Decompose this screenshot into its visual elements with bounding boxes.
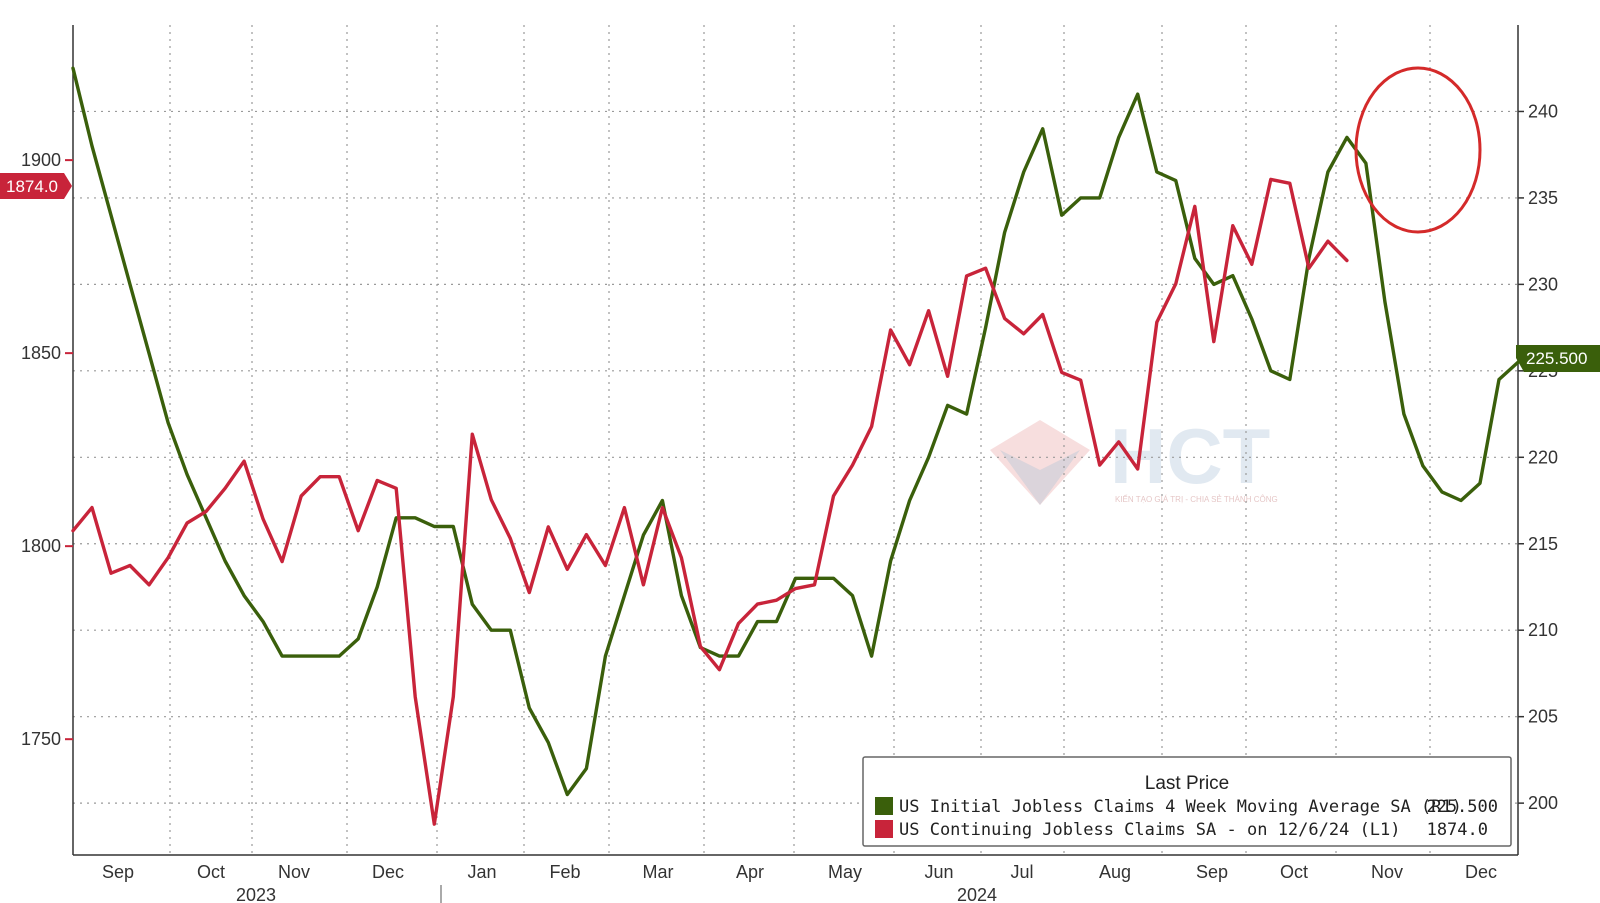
hct-watermark-logo: HCT KIẾN TẠO GIÁ TRỊ - CHIA SẺ THÀNH CÔN… xyxy=(990,412,1278,505)
left-tick-label: 1850 xyxy=(21,343,61,363)
left-tick-label: 1750 xyxy=(21,729,61,749)
right-tick-label: 205 xyxy=(1528,707,1558,727)
left-tick-label: 1900 xyxy=(21,150,61,170)
series-layer xyxy=(71,66,1520,826)
x-tick-label: Feb xyxy=(549,862,580,882)
x-year-label: 2023 xyxy=(236,885,276,903)
right-tick-label: 240 xyxy=(1528,101,1558,121)
svg-text:HCT: HCT xyxy=(1110,412,1270,500)
legend-value-initial-claims: 225.500 xyxy=(1426,797,1498,817)
initial-claims-line xyxy=(71,66,1520,797)
right-tick-label: 235 xyxy=(1528,188,1558,208)
x-tick-label: Sep xyxy=(1196,862,1228,882)
highlight-circle xyxy=(1354,66,1482,234)
right-tick-label: 230 xyxy=(1528,274,1558,294)
x-tick-label: Aug xyxy=(1099,862,1131,882)
x-tick-label: Jun xyxy=(924,862,953,882)
right-tick-label: 220 xyxy=(1528,447,1558,467)
x-tick-label: Nov xyxy=(278,862,310,882)
right-tick-label: 200 xyxy=(1528,793,1558,813)
legend-swatch-continuing-claims xyxy=(875,820,893,838)
legend-label-continuing-claims: US Continuing Jobless Claims SA - on 12/… xyxy=(899,820,1401,840)
legend: Last Price US Initial Jobless Claims 4 W… xyxy=(862,756,1512,847)
x-tick-label: Jul xyxy=(1010,862,1033,882)
left-last-value-tag: 1874.0 xyxy=(0,173,72,199)
x-tick-label: Nov xyxy=(1371,862,1403,882)
legend-label-initial-claims: US Initial Jobless Claims 4 Week Moving … xyxy=(899,797,1462,817)
gridlines xyxy=(73,25,1518,855)
x-tick-label: Apr xyxy=(736,862,764,882)
right-tick-label: 215 xyxy=(1528,534,1558,554)
x-tick-label: Jan xyxy=(467,862,496,882)
x-tick-label: Oct xyxy=(197,862,225,882)
right-last-value-tag: 225.500 xyxy=(1516,345,1600,372)
x-tick-label: May xyxy=(828,862,862,882)
x-tick-label: Mar xyxy=(643,862,674,882)
left-tick-label: 1800 xyxy=(21,536,61,556)
continuing-claims-line xyxy=(71,177,1349,826)
right-tick-label: 210 xyxy=(1528,620,1558,640)
x-tick-label: Sep xyxy=(102,862,134,882)
legend-swatch-initial-claims xyxy=(875,797,893,815)
legend-value-continuing-claims: 1874.0 xyxy=(1427,820,1488,840)
left-last-value-text: 1874.0 xyxy=(6,177,58,196)
x-year-label: 2024 xyxy=(957,885,997,903)
x-tick-label: Oct xyxy=(1280,862,1308,882)
legend-title: Last Price xyxy=(1145,773,1229,794)
x-tick-label: Dec xyxy=(1465,862,1497,882)
svg-text:KIẾN TẠO GIÁ TRỊ - CHIA SẺ THÀ: KIẾN TẠO GIÁ TRỊ - CHIA SẺ THÀNH CÔNG xyxy=(1115,494,1278,504)
right-last-value-text: 225.500 xyxy=(1526,349,1587,368)
x-tick-label: Dec xyxy=(372,862,404,882)
